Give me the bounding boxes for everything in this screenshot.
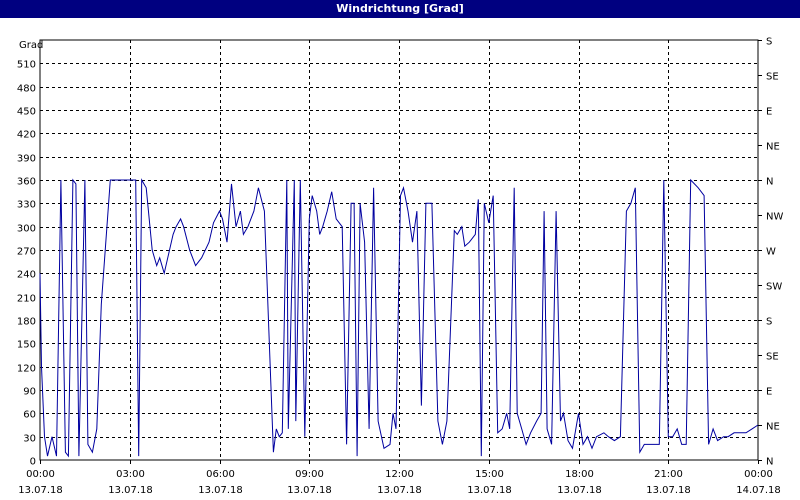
y2-tick-label: N bbox=[766, 177, 773, 188]
y-tick-label: 210 bbox=[17, 294, 36, 305]
x-tick-time: 18:00 bbox=[565, 469, 594, 480]
x-tick-time: 03:00 bbox=[116, 469, 145, 480]
y-tick-label: 420 bbox=[17, 130, 36, 141]
x-tick-time: 00:00 bbox=[26, 469, 55, 480]
y-tick-label: 240 bbox=[17, 270, 36, 281]
series-layer bbox=[39, 178, 759, 458]
x-tick-time: 09:00 bbox=[295, 469, 324, 480]
y-tick-label: 180 bbox=[17, 317, 36, 328]
x-tick-time: 12:00 bbox=[385, 469, 414, 480]
y-tick-label: 480 bbox=[17, 84, 36, 95]
x-tick-date: 13.07.18 bbox=[108, 485, 153, 496]
y-tick-label: 510 bbox=[17, 60, 36, 71]
x-tick-date: 13.07.18 bbox=[646, 485, 691, 496]
y2-tick-label: E bbox=[766, 107, 772, 118]
x-tick-time: 21:00 bbox=[654, 469, 683, 480]
x-tick-time: 15:00 bbox=[475, 469, 504, 480]
y-tick-label: 60 bbox=[23, 410, 36, 421]
y-tick-label: 450 bbox=[17, 107, 36, 118]
y-tick-label: 0 bbox=[30, 457, 36, 468]
y2-tick-label: SE bbox=[766, 352, 779, 363]
y-tick-label: 360 bbox=[17, 177, 36, 188]
y2-tick-label: E bbox=[766, 387, 772, 398]
x-tick-date: 13.07.18 bbox=[18, 485, 63, 496]
y2-tick-label: S bbox=[766, 317, 772, 328]
axes-layer: 0 30 60 90 120 150 180 210 240 270 300 330 360 390 420… bbox=[17, 37, 784, 497]
x-tick-time: 06:00 bbox=[206, 469, 235, 480]
x-tick-time: 00:00 bbox=[744, 469, 773, 480]
y2-tick-label: NE bbox=[766, 422, 780, 433]
x-tick-date: 13.07.18 bbox=[467, 485, 512, 496]
y-axis-label: Grad bbox=[19, 40, 43, 51]
x-tick-date: 14.07.18 bbox=[736, 485, 781, 496]
y2-tick-label: NW bbox=[766, 212, 783, 223]
y-tick-label: 90 bbox=[23, 387, 36, 398]
y2-tick-label: SE bbox=[766, 72, 779, 83]
x-tick-date: 13.07.18 bbox=[557, 485, 602, 496]
x-tick-date: 13.07.18 bbox=[287, 485, 332, 496]
y2-tick-label: S bbox=[766, 37, 772, 48]
y-tick-label: 150 bbox=[17, 340, 36, 351]
y-tick-label: 30 bbox=[23, 434, 36, 445]
y2-tick-label: W bbox=[766, 247, 776, 258]
y-tick-label: 120 bbox=[17, 364, 36, 375]
y-tick-label: 270 bbox=[17, 247, 36, 258]
y2-tick-label: SW bbox=[766, 282, 782, 293]
y2-tick-label: N bbox=[766, 457, 773, 468]
x-tick-date: 13.07.18 bbox=[198, 485, 243, 496]
x-tick-date: 13.07.18 bbox=[377, 485, 422, 496]
y-tick-label: 300 bbox=[17, 224, 36, 235]
y-tick-label: 330 bbox=[17, 200, 36, 211]
y2-tick-label: NE bbox=[766, 142, 780, 153]
y-tick-label: 390 bbox=[17, 154, 36, 165]
wind-direction-series-line bbox=[39, 178, 759, 458]
chart-title: Windrichtung [Grad] bbox=[0, 0, 800, 18]
